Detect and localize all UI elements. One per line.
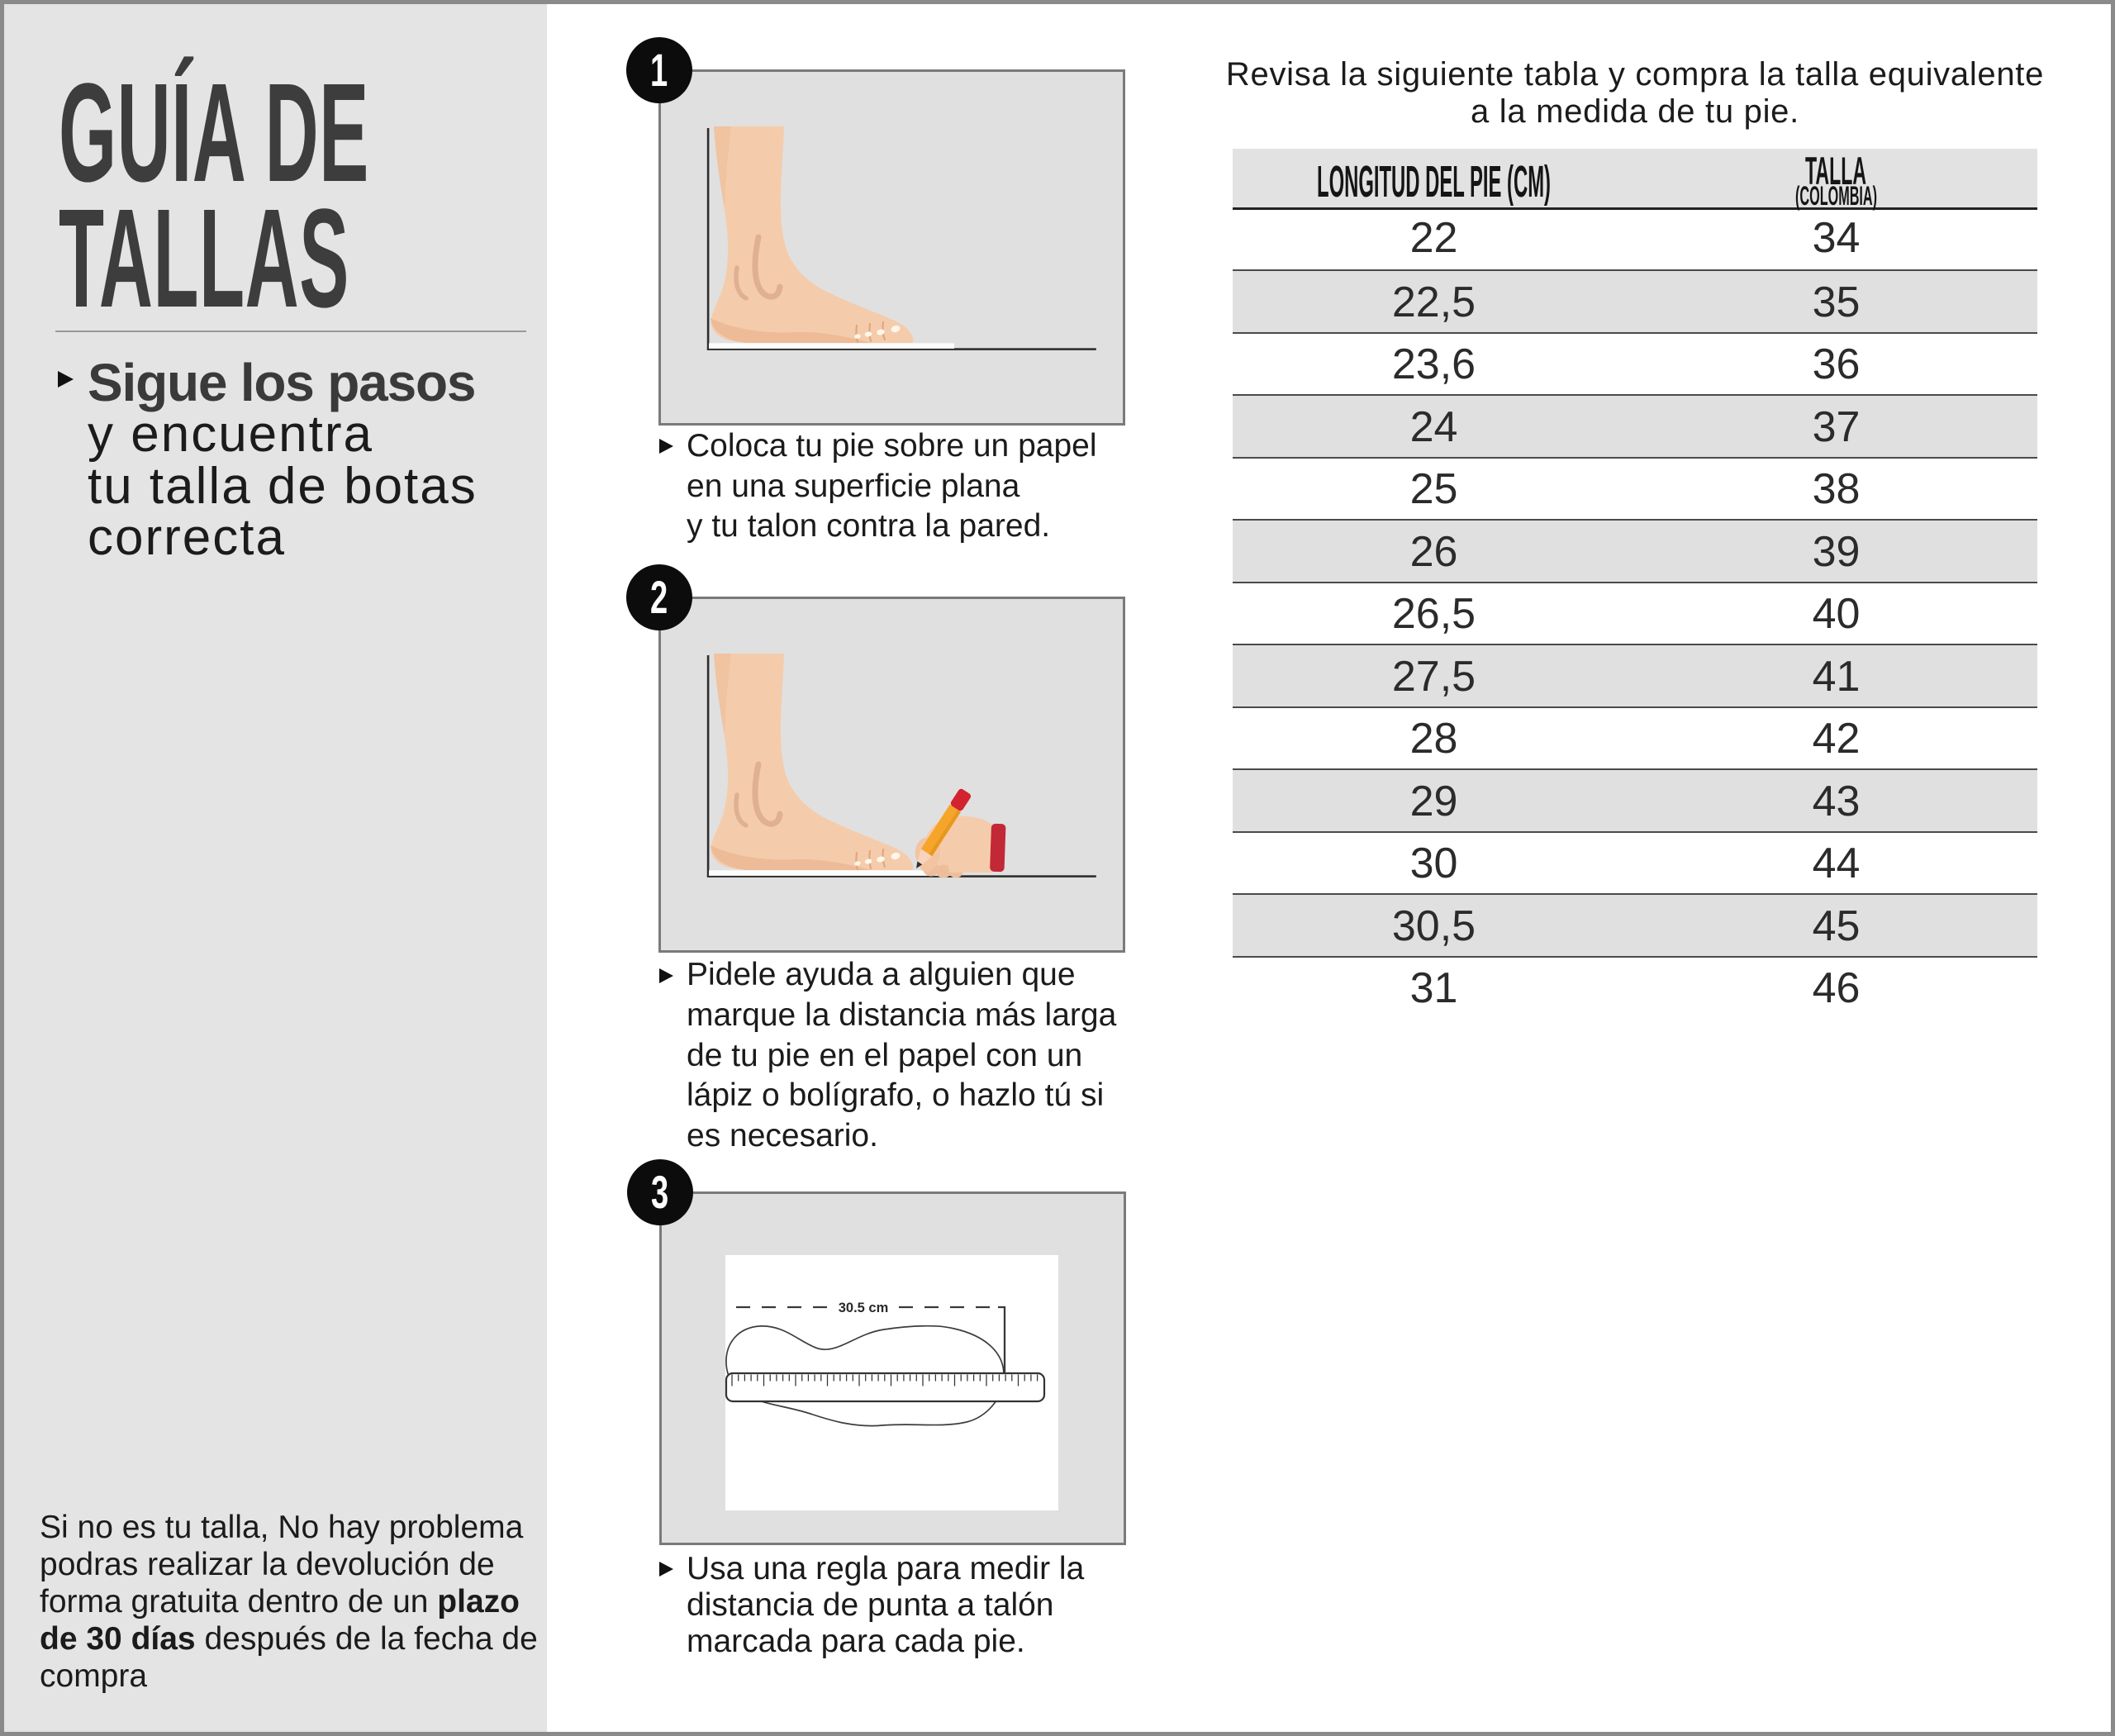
- svg-text:30.5 cm: 30.5 cm: [839, 1301, 889, 1315]
